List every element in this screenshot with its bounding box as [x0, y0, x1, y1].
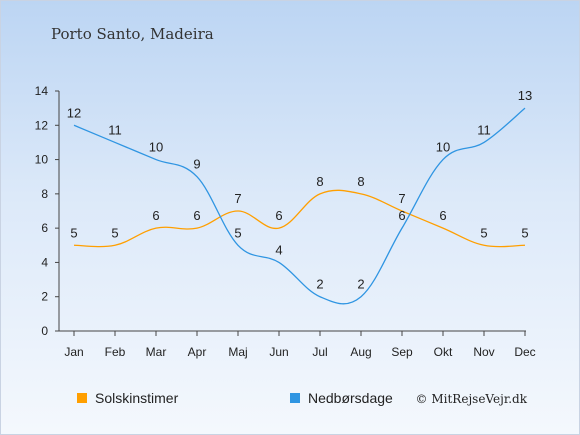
credit-text: © MitRejseVejr.dk — [416, 392, 528, 406]
y-tick-label: 4 — [41, 255, 48, 269]
data-label-sun: 6 — [439, 208, 446, 223]
data-label-rain: 5 — [234, 225, 241, 240]
data-label-rain: 9 — [193, 157, 200, 172]
data-label-rain: 4 — [275, 242, 282, 257]
data-label-rain: 10 — [149, 140, 163, 155]
data-label-rain: 2 — [357, 277, 364, 292]
data-label-rain: 11 — [477, 122, 491, 137]
y-tick-label: 8 — [41, 187, 48, 201]
data-label-sun: 7 — [398, 191, 405, 206]
axes: 0 2 4 6 8 10 12 14 Jan Feb Mar Apr Maj Jun Jul Aug Sep Ok… — [35, 84, 536, 359]
x-tick-label: Mar — [146, 345, 167, 359]
y-tick-label: 14 — [35, 84, 49, 98]
data-label-sun: 8 — [357, 174, 364, 189]
series-line-sun — [73, 189, 526, 248]
y-tick-label: 6 — [41, 221, 48, 235]
legend: Solskinstimer Nedbørsdage — [77, 390, 393, 406]
data-label-rain: 2 — [316, 277, 323, 292]
x-tick-label: Apr — [188, 345, 207, 359]
legend-swatch-sun — [77, 393, 87, 403]
legend-swatch-rain — [290, 393, 300, 403]
x-tick-label: Jun — [269, 345, 288, 359]
data-label-rain: 10 — [436, 140, 450, 155]
y-tick-label: 0 — [41, 324, 48, 338]
x-tick-label: Jul — [312, 345, 327, 359]
data-label-sun: 6 — [152, 208, 159, 223]
data-label-sun: 5 — [111, 225, 118, 240]
legend-label-rain: Nedbørsdage — [308, 390, 393, 406]
x-tick-label: Sep — [391, 345, 413, 359]
data-label-rain: 11 — [108, 122, 122, 137]
x-tick-label: Nov — [473, 345, 494, 359]
x-tick-label: Aug — [350, 345, 371, 359]
y-tick-label: 12 — [35, 118, 49, 132]
legend-label-sun: Solskinstimer — [95, 390, 179, 406]
data-label-rain: 6 — [398, 208, 405, 223]
series-line-rain — [73, 107, 526, 305]
y-tick-label: 10 — [35, 153, 49, 167]
data-labels: 5 5 6 6 7 6 8 8 7 6 5 5 12 11 10 9 5 4 2 2 6 10 11 13 — [67, 88, 532, 292]
data-label-sun: 5 — [521, 225, 528, 240]
series-lines — [73, 107, 526, 305]
data-label-sun: 5 — [480, 225, 487, 240]
data-label-rain: 12 — [67, 105, 81, 120]
y-tick-label: 2 — [41, 290, 48, 304]
data-label-sun: 7 — [234, 191, 241, 206]
data-label-sun: 6 — [193, 208, 200, 223]
data-label-sun: 5 — [70, 225, 77, 240]
data-label-sun: 6 — [275, 208, 282, 223]
x-tick-label: Feb — [105, 345, 126, 359]
x-tick-label: Jan — [64, 345, 83, 359]
x-tick-label: Maj — [228, 345, 247, 359]
data-label-sun: 8 — [316, 174, 323, 189]
x-tick-label: Dec — [514, 345, 535, 359]
chart-title: Porto Santo, Madeira — [51, 25, 214, 43]
data-label-rain: 13 — [518, 88, 532, 103]
x-tick-label: Okt — [434, 345, 453, 359]
